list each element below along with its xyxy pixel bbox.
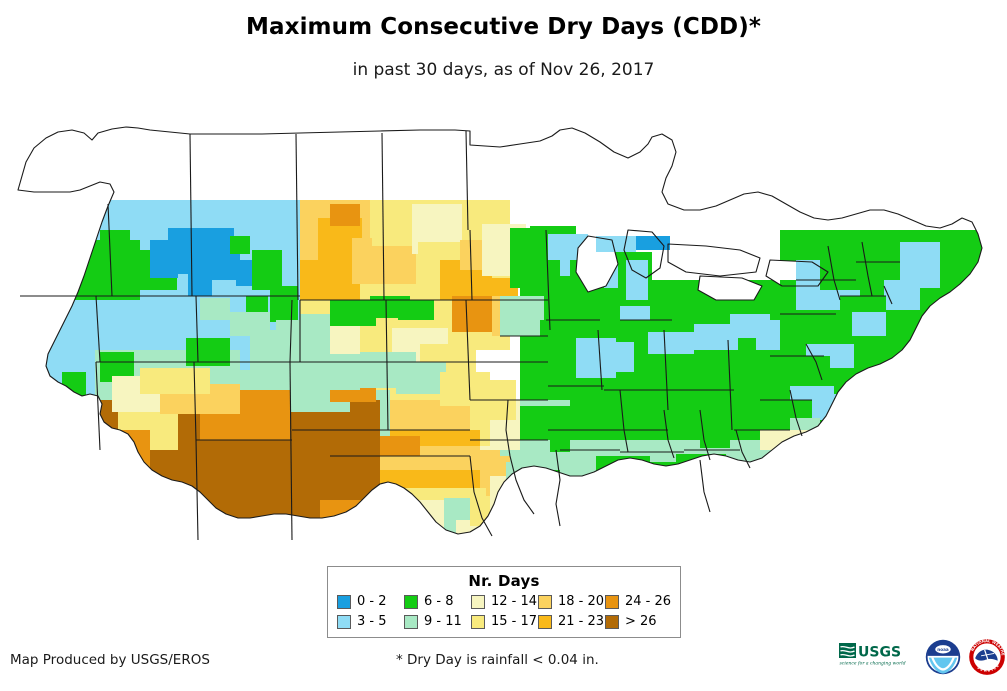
map-credit: Map Produced by USGS/EROS bbox=[10, 652, 210, 668]
legend-item-6-8[interactable]: 6 - 8 bbox=[404, 593, 471, 611]
legend-swatch-icon bbox=[471, 615, 485, 629]
state-boundaries-layer bbox=[17, 126, 983, 541]
legend-label: 21 - 23 bbox=[558, 614, 605, 629]
legend-swatch-icon bbox=[337, 615, 351, 629]
legend-item-9-11[interactable]: 9 - 11 bbox=[404, 613, 471, 631]
page-subtitle: in past 30 days, as of Nov 26, 2017 bbox=[352, 60, 655, 80]
usgs-wordmark: USGS bbox=[858, 645, 901, 661]
legend-item-18-20[interactable]: 18 - 20 bbox=[538, 593, 605, 611]
legend-item-24-26[interactable]: 24 - 26 bbox=[605, 593, 672, 611]
usgs-logo: USGS science for a changing world bbox=[839, 643, 906, 667]
legend-label: 0 - 2 bbox=[357, 594, 387, 609]
legend-swatch-icon bbox=[337, 595, 351, 609]
map-color-field bbox=[18, 200, 982, 534]
map-legend: Nr. Days 0 - 2 6 - 8 12 - 14 18 - 20 24 … bbox=[327, 566, 681, 638]
legend-item-3-5[interactable]: 3 - 5 bbox=[337, 613, 404, 631]
legend-swatch-icon bbox=[538, 615, 552, 629]
legend-label: 6 - 8 bbox=[424, 594, 454, 609]
legend-item-gt-26[interactable]: > 26 bbox=[605, 613, 672, 631]
legend-swatch-icon bbox=[605, 615, 619, 629]
legend-label: 12 - 14 bbox=[491, 594, 538, 609]
noaa-wordmark: noaa bbox=[937, 647, 949, 652]
legend-item-15-17[interactable]: 15 - 17 bbox=[471, 613, 538, 631]
legend-title: Nr. Days bbox=[468, 572, 540, 590]
legend-item-0-2[interactable]: 0 - 2 bbox=[337, 593, 404, 611]
legend-label: > 26 bbox=[625, 614, 657, 629]
legend-item-12-14[interactable]: 12 - 14 bbox=[471, 593, 538, 611]
legend-label: 15 - 17 bbox=[491, 614, 538, 629]
nws-logo: NATIONAL WEATHER S E R V I C E bbox=[968, 638, 1005, 675]
noaa-logo: noaa bbox=[925, 639, 961, 675]
legend-label: 3 - 5 bbox=[357, 614, 387, 629]
legend-swatch-icon bbox=[404, 615, 418, 629]
legend-entries: 0 - 2 6 - 8 12 - 14 18 - 20 24 - 26 3 - … bbox=[328, 593, 680, 631]
usgs-tagline: science for a changing world bbox=[840, 661, 906, 667]
dry-day-footnote: * Dry Day is rainfall < 0.04 in. bbox=[396, 652, 599, 668]
legend-swatch-icon bbox=[538, 595, 552, 609]
legend-label: 24 - 26 bbox=[625, 594, 672, 609]
legend-label: 18 - 20 bbox=[558, 594, 605, 609]
legend-swatch-icon bbox=[605, 595, 619, 609]
legend-label: 9 - 11 bbox=[424, 614, 462, 629]
agency-logos: USGS science for a changing world noaa bbox=[838, 637, 1005, 681]
cdd-choropleth-map bbox=[0, 100, 1007, 560]
legend-swatch-icon bbox=[404, 595, 418, 609]
page-title: Maximum Consecutive Dry Days (CDD)* bbox=[246, 14, 761, 40]
legend-swatch-icon bbox=[471, 595, 485, 609]
legend-item-21-23[interactable]: 21 - 23 bbox=[538, 613, 605, 631]
